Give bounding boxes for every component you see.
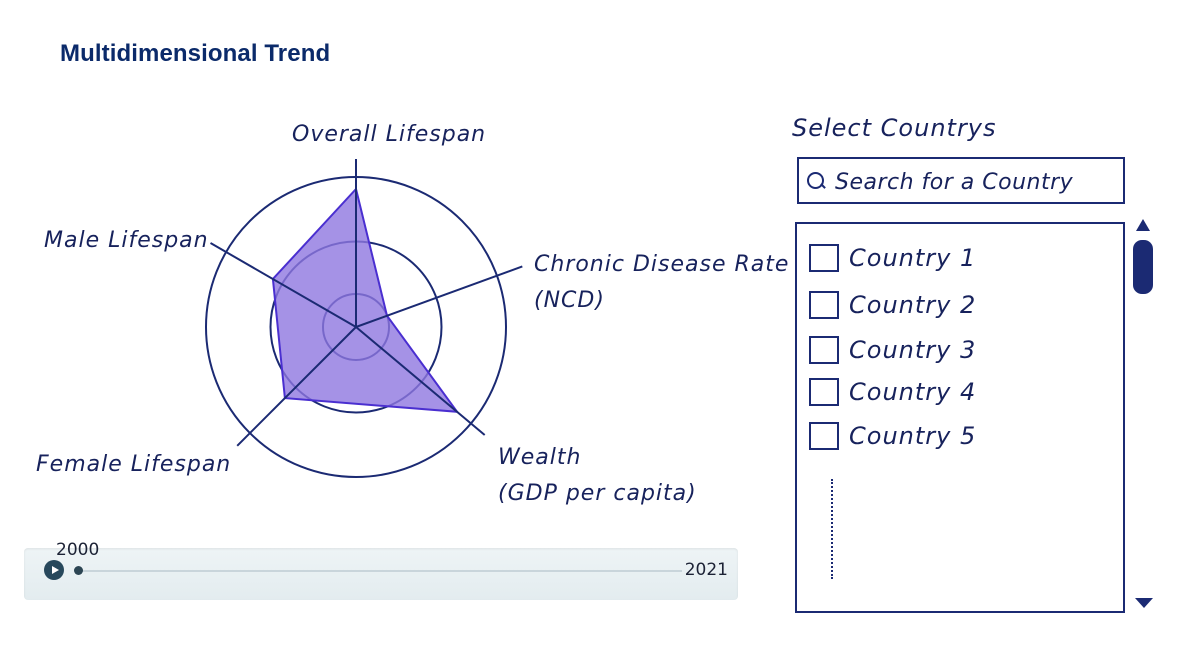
axis-label-wealth: Wealth (GDP per capita)	[498, 445, 697, 506]
timeline-thumb[interactable]	[74, 566, 83, 575]
radar-data-polygon	[271, 186, 460, 413]
scroll-up-arrow-icon[interactable]	[1136, 219, 1150, 231]
country-label-3: Country 3	[849, 336, 977, 364]
country-checkbox-1[interactable]	[809, 244, 839, 272]
country-panel-title: Select Countrys	[792, 114, 997, 142]
year-timeline-slider[interactable]: 2000 2021	[24, 540, 738, 600]
axis-label-chronic-disease-rate: Chronic Disease Rate (NCD)	[534, 252, 790, 313]
page-title: Multidimensional Trend	[60, 40, 331, 67]
radar-chart	[205, 159, 523, 478]
radar-axis-4	[236, 326, 357, 447]
radar-axis-5	[210, 242, 357, 328]
search-icon	[807, 172, 824, 189]
country-label-2: Country 2	[849, 291, 977, 319]
timeline-track[interactable]	[78, 570, 682, 572]
country-checkbox-3[interactable]	[809, 336, 839, 364]
country-label-5: Country 5	[849, 422, 977, 450]
axis-label-female-lifespan: Female Lifespan	[36, 452, 232, 477]
timeline-end-year: 2021	[684, 560, 728, 580]
country-label-1: Country 1	[849, 244, 977, 272]
country-search-input[interactable]	[833, 165, 1117, 199]
country-checkbox-5[interactable]	[809, 422, 839, 450]
axis-label-overall-lifespan: Overall Lifespan	[292, 122, 487, 147]
play-icon[interactable]	[44, 560, 64, 580]
country-search-box[interactable]	[797, 157, 1125, 204]
radar-axis-3	[355, 326, 486, 436]
scroll-down-arrow-icon[interactable]	[1135, 598, 1155, 608]
timeline-start-year: 2000	[56, 540, 100, 560]
more-items-ellipsis	[831, 479, 837, 579]
axis-label-male-lifespan: Male Lifespan	[44, 228, 209, 253]
scrollbar-thumb[interactable]	[1133, 240, 1153, 294]
country-label-4: Country 4	[849, 378, 977, 406]
country-checkbox-2[interactable]	[809, 291, 839, 319]
radar-axis-2	[355, 265, 523, 328]
radar-chart-area: Overall Lifespan Chronic Disease Rate (N…	[0, 95, 790, 545]
country-checkbox-4[interactable]	[809, 378, 839, 406]
radar-axes	[210, 159, 523, 447]
country-list[interactable]: Country 1 Country 2 Country 3 Country 4 …	[795, 222, 1125, 613]
